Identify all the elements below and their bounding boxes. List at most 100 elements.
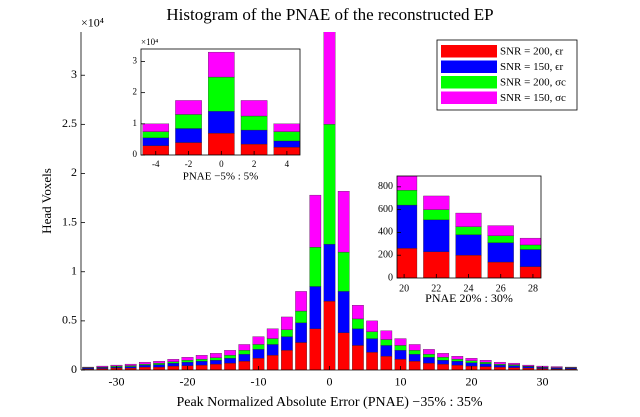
bar-segment — [380, 339, 393, 346]
bar-segment — [266, 338, 279, 345]
bar-segment — [397, 248, 418, 278]
bar-segment — [352, 328, 364, 346]
plot-area — [397, 176, 541, 278]
bar-segment — [465, 362, 478, 367]
y-tick-label: 3 — [133, 56, 138, 66]
bar-segment — [139, 361, 151, 365]
bar-segment — [479, 361, 492, 364]
bar-segment — [281, 336, 293, 351]
x-axis-label: PNAE 20% : 30% — [425, 291, 513, 305]
bar-segment — [522, 366, 535, 369]
bar-segment — [139, 366, 151, 370]
bar-segment — [494, 366, 506, 370]
bar-segment — [455, 226, 482, 235]
bar-segment — [167, 365, 180, 370]
bar-segment — [519, 244, 541, 250]
bar-segment — [479, 360, 492, 363]
y-tick-label: 400 — [378, 227, 393, 238]
bar-segment — [208, 76, 235, 112]
bar-segment — [224, 362, 236, 370]
bar-segment — [451, 356, 464, 360]
bar-segment — [252, 336, 265, 345]
bar-segment — [408, 354, 421, 362]
y-tick-label: 1 — [133, 118, 138, 128]
legend-swatch — [441, 91, 497, 104]
x-tick-label: 24 — [464, 283, 474, 294]
legend-label: SNR = 200, ϵr — [500, 45, 564, 57]
bar-segment — [224, 355, 236, 359]
bar-segment — [465, 358, 478, 361]
bar-segment — [397, 190, 418, 206]
bar-segment — [195, 359, 208, 362]
x-tick-label: 0 — [219, 159, 224, 169]
bar-segment — [195, 355, 208, 360]
bar-segment — [210, 363, 222, 370]
bar-segment — [423, 195, 450, 210]
bar-segment — [337, 332, 350, 370]
bar-segment — [437, 360, 449, 365]
legend-label: SNR = 150, σc — [500, 92, 566, 104]
bar-segment — [394, 350, 407, 360]
x-tick-label: -20 — [180, 375, 196, 389]
bar-segment — [309, 194, 322, 248]
x-tick-label: 20 — [466, 375, 478, 389]
bar-segment — [487, 235, 514, 243]
bar-segment — [394, 345, 407, 351]
bar-segment — [181, 357, 194, 361]
legend-swatch — [441, 76, 497, 89]
bar-segment — [394, 338, 407, 346]
bar-segment — [142, 131, 170, 139]
bar-segment — [195, 361, 208, 366]
bar-segment — [175, 100, 202, 115]
y-tick-label: 3 — [71, 67, 77, 81]
y-tick-label: 800 — [378, 181, 393, 192]
bar-segment — [167, 359, 180, 362]
bar-segment — [519, 249, 541, 267]
y-multiplier: ×10⁴ — [141, 37, 158, 47]
axes-frame — [140, 48, 301, 156]
bar-segment — [337, 251, 350, 292]
bar-segment — [124, 363, 137, 366]
bar-segment — [195, 364, 208, 370]
bar-segment — [266, 355, 279, 370]
y-tick-label: 1 — [71, 263, 77, 277]
bar-segment — [337, 191, 350, 253]
bar-segment — [423, 349, 435, 355]
x-tick-label: -30 — [109, 375, 125, 389]
bar-segment — [494, 364, 506, 368]
bar-segment — [487, 225, 514, 236]
bar-segment — [380, 356, 393, 370]
y-axis-label: Head Voxels — [39, 168, 54, 234]
legend-label: SNR = 200, σc — [500, 76, 566, 88]
bar-segment — [479, 366, 492, 370]
bar-segment — [309, 286, 322, 329]
bar-segment — [124, 366, 137, 369]
bar-segment — [175, 114, 202, 129]
bar-segment — [295, 322, 307, 343]
x-tick-label: 0 — [327, 375, 333, 389]
chart-title: Histogram of the PNAE of the reconstruct… — [166, 5, 493, 24]
x-tick-label: 2 — [252, 159, 257, 169]
bar-segment — [175, 128, 202, 143]
bar-segment — [273, 131, 300, 142]
bar-segment — [465, 360, 478, 363]
bar-segment — [323, 32, 336, 125]
bar-segment — [240, 100, 268, 117]
y-tick-label: 2.5 — [62, 116, 77, 130]
bar-segment — [479, 363, 492, 367]
bar-segment — [408, 361, 421, 370]
bar-segment — [210, 357, 222, 361]
bar-segment — [423, 219, 450, 252]
bar-segment — [281, 329, 293, 337]
bar-segment — [273, 140, 300, 148]
axes-frame — [396, 175, 542, 279]
bar-segment — [550, 366, 563, 368]
bar-segment — [455, 234, 482, 256]
bar-segment — [266, 328, 279, 339]
bar-segment — [437, 353, 449, 358]
bar-segment — [139, 364, 151, 368]
bar-segment — [437, 363, 449, 370]
bar-segment — [366, 331, 378, 339]
bar-segment — [408, 350, 421, 355]
y-tick-label: 0 — [133, 149, 138, 159]
